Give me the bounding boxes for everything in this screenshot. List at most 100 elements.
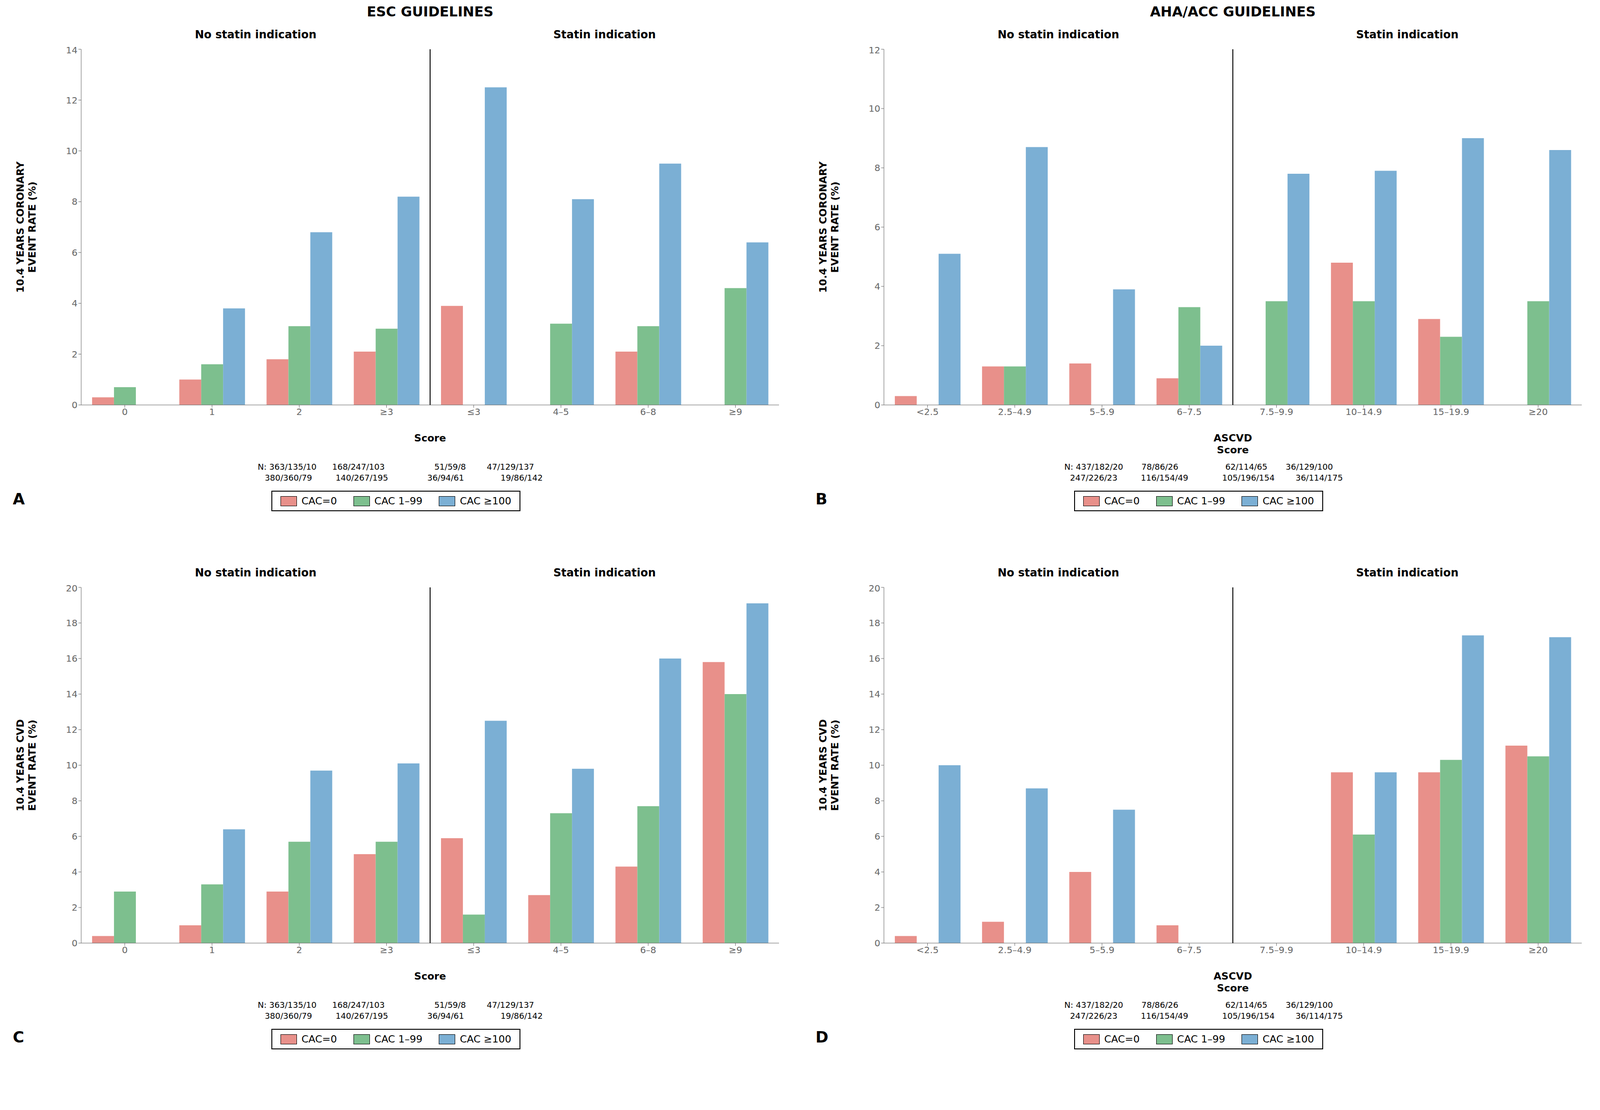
html-text:CAC ≥100: CAC ≥100 (459, 495, 512, 507)
html-text:CAC=0: CAC=0 (301, 495, 337, 507)
svg-text:0: 0 (121, 944, 128, 956)
svg-text:14: 14 (868, 688, 881, 700)
svg-text:0: 0 (874, 399, 881, 411)
svg-text:2: 2 (71, 902, 78, 914)
svg-text:4: 4 (874, 866, 881, 878)
svg-text:6: 6 (71, 831, 78, 842)
svg-text:2: 2 (296, 406, 303, 418)
svg-text:18: 18 (868, 617, 881, 629)
svg-text:8: 8 (874, 795, 881, 807)
svg-text:≥20: ≥20 (1528, 406, 1548, 418)
svg-text:14: 14 (66, 44, 78, 56)
html-text:B: B (815, 489, 828, 509)
svg-text:2: 2 (296, 944, 303, 956)
svg-text:1: 1 (209, 406, 216, 418)
svg-text:≥9: ≥9 (728, 406, 743, 418)
svg-text:16: 16 (868, 653, 881, 665)
html-text:CAC 1–99: CAC 1–99 (1177, 495, 1226, 507)
svg-text:6–8: 6–8 (639, 944, 656, 956)
svg-text:15–19.9: 15–19.9 (1432, 406, 1470, 418)
svg-text:4: 4 (71, 297, 78, 309)
svg-text:20: 20 (66, 582, 78, 594)
svg-text:18: 18 (66, 617, 78, 629)
svg-text:14: 14 (66, 688, 78, 700)
svg-text:0: 0 (874, 937, 881, 949)
html-text:No statin indication: No statin indication (194, 28, 317, 42)
svg-text:2: 2 (71, 348, 78, 360)
svg-text:2.5–4.9: 2.5–4.9 (997, 406, 1032, 418)
svg-text:6–7.5: 6–7.5 (1176, 944, 1202, 956)
html-text:10.4 YEARS CVD EVENT RATE (%): 10.4 YEARS CVD EVENT RATE (%) (817, 719, 841, 812)
svg-text:6–8: 6–8 (639, 406, 656, 418)
svg-text:8: 8 (874, 162, 881, 174)
svg-text:0: 0 (71, 399, 78, 411)
svg-text:12: 12 (66, 724, 78, 736)
svg-text:16: 16 (66, 653, 78, 665)
svg-text:2: 2 (874, 902, 881, 914)
svg-text:15–19.9: 15–19.9 (1432, 944, 1470, 956)
svg-text:12: 12 (868, 44, 881, 56)
svg-text:20: 20 (868, 582, 881, 594)
html-text:10.4 YEARS CORONARY EVENT RATE: 10.4 YEARS CORONARY EVENT RATE (%) (14, 161, 38, 293)
svg-text:6–7.5: 6–7.5 (1176, 406, 1202, 418)
html-text:CAC ≥100: CAC ≥100 (1262, 495, 1315, 507)
html-text:10.4 YEARS CVD EVENT RATE (%): 10.4 YEARS CVD EVENT RATE (%) (14, 719, 38, 812)
svg-text:≤3: ≤3 (467, 406, 481, 418)
svg-text:8: 8 (71, 196, 78, 208)
html-text:No statin indication: No statin indication (194, 566, 317, 580)
html-text:AHA/ACC GUIDELINES: AHA/ACC GUIDELINES (1150, 3, 1316, 20)
html-text:CAC 1–99: CAC 1–99 (374, 495, 423, 507)
svg-text:5–5.9: 5–5.9 (1089, 406, 1115, 418)
svg-text:12: 12 (868, 724, 881, 736)
html-text:No statin indication: No statin indication (997, 566, 1120, 580)
html-text:A: A (12, 489, 25, 509)
html-text:10.4 YEARS CORONARY EVENT RATE: 10.4 YEARS CORONARY EVENT RATE (%) (817, 161, 841, 293)
svg-text:4–5: 4–5 (552, 944, 569, 956)
svg-text:≤3: ≤3 (467, 944, 481, 956)
svg-text:12: 12 (66, 94, 78, 106)
html-text:ASCVD Score: ASCVD Score (1213, 970, 1253, 995)
svg-text:0: 0 (121, 406, 128, 418)
html-text:Statin indication: Statin indication (553, 566, 656, 580)
svg-text:1: 1 (209, 944, 216, 956)
svg-text:<2.5: <2.5 (916, 944, 939, 956)
svg-text:2.5–4.9: 2.5–4.9 (997, 944, 1032, 956)
svg-text:6: 6 (874, 221, 881, 233)
html-text:CAC=0: CAC=0 (301, 1033, 337, 1045)
html-text:D: D (815, 1028, 829, 1047)
svg-text:5–5.9: 5–5.9 (1089, 944, 1115, 956)
svg-text:0: 0 (71, 937, 78, 949)
html-text:No statin indication: No statin indication (997, 28, 1120, 42)
svg-text:6: 6 (71, 247, 78, 259)
html-text:CAC ≥100: CAC ≥100 (459, 1033, 512, 1045)
svg-text:≥3: ≥3 (379, 944, 394, 956)
svg-text:≥20: ≥20 (1528, 944, 1548, 956)
html-text:Score: Score (414, 970, 447, 982)
svg-text:6: 6 (874, 831, 881, 842)
html-text:Statin indication: Statin indication (1356, 28, 1459, 42)
svg-text:≥9: ≥9 (728, 944, 743, 956)
html-text:Statin indication: Statin indication (553, 28, 656, 42)
svg-text:2: 2 (874, 340, 881, 352)
svg-text:4: 4 (874, 280, 881, 292)
svg-text:<2.5: <2.5 (916, 406, 939, 418)
html-text:C: C (12, 1028, 25, 1047)
svg-text:10: 10 (66, 759, 78, 771)
html-text:CAC 1–99: CAC 1–99 (374, 1033, 423, 1045)
html-text:Score: Score (414, 432, 447, 444)
svg-text:7.5–9.9: 7.5–9.9 (1259, 406, 1294, 418)
svg-text:10: 10 (868, 759, 881, 771)
svg-text:7.5–9.9: 7.5–9.9 (1259, 944, 1294, 956)
html-text:ASCVD Score: ASCVD Score (1213, 432, 1253, 456)
html-text:Statin indication: Statin indication (1356, 566, 1459, 580)
svg-text:4–5: 4–5 (552, 406, 569, 418)
svg-text:4: 4 (71, 866, 78, 878)
html-text:CAC=0: CAC=0 (1104, 495, 1140, 507)
svg-text:≥3: ≥3 (379, 406, 394, 418)
svg-text:10–14.9: 10–14.9 (1345, 944, 1382, 956)
svg-text:10: 10 (66, 145, 78, 157)
svg-text:10: 10 (868, 103, 881, 115)
html-text:ESC GUIDELINES: ESC GUIDELINES (366, 3, 494, 20)
svg-text:10–14.9: 10–14.9 (1345, 406, 1382, 418)
svg-text:8: 8 (71, 795, 78, 807)
